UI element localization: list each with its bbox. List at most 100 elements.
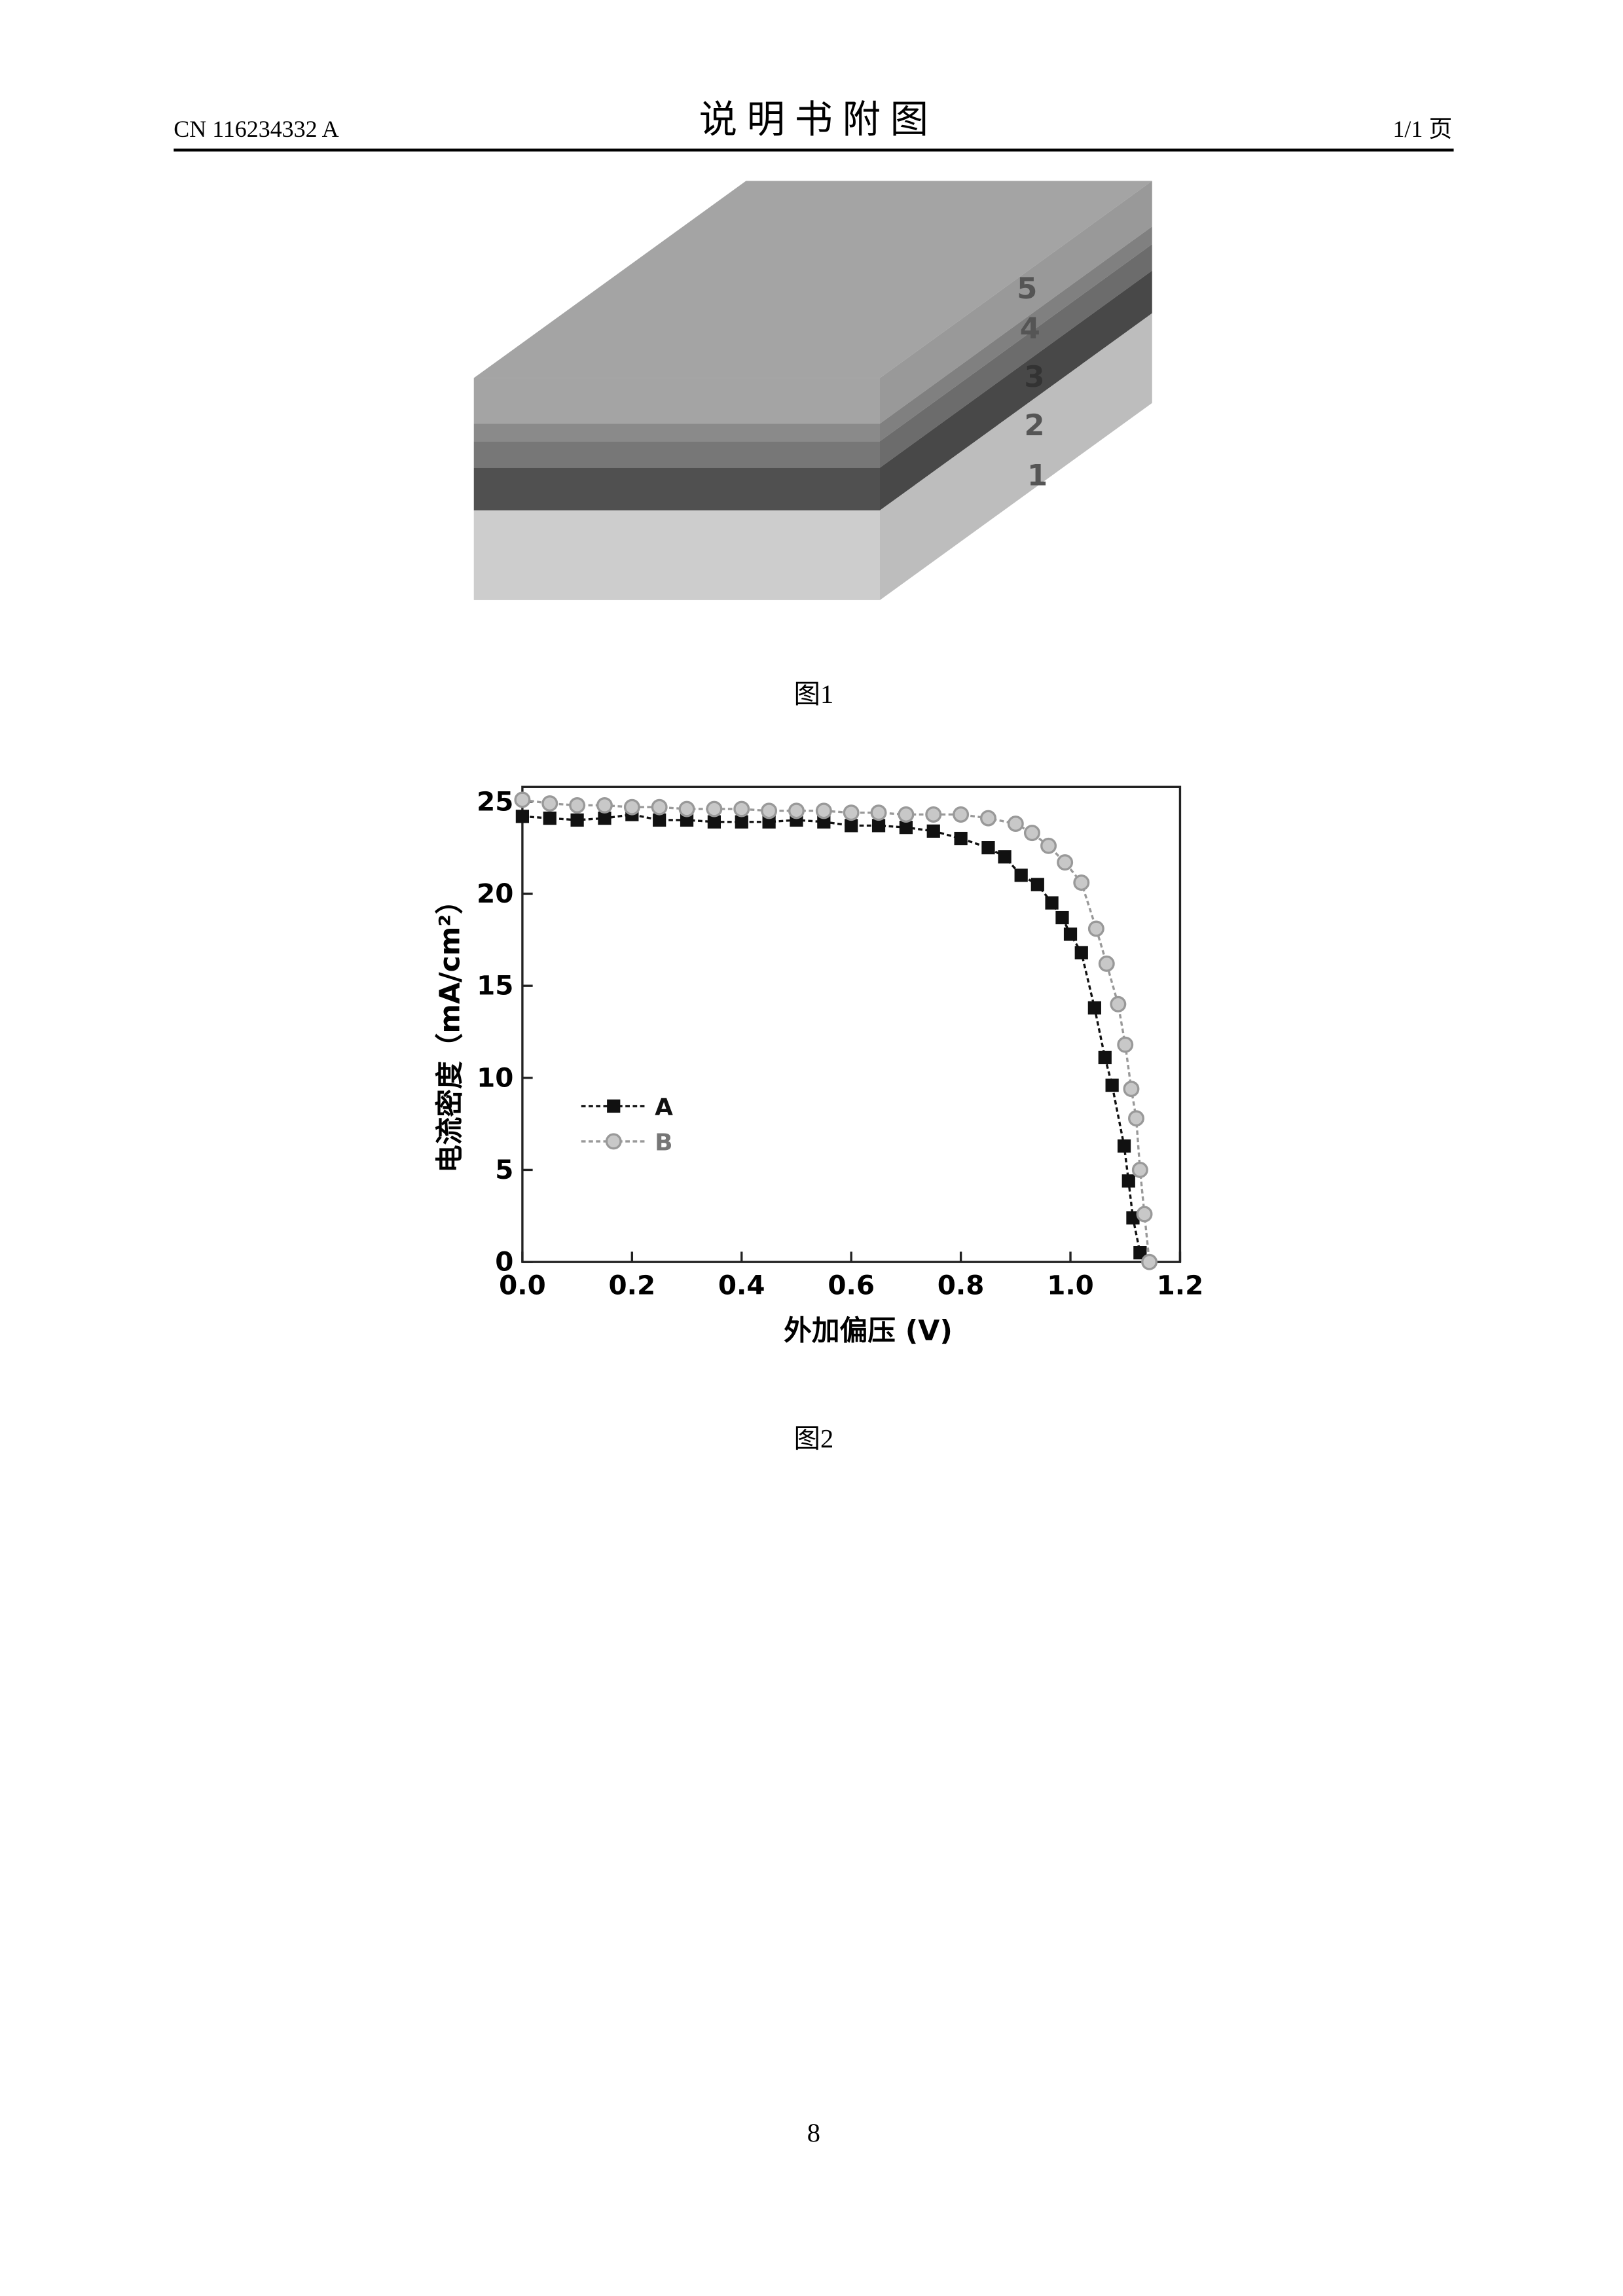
data-point xyxy=(1133,1246,1147,1260)
y-axis-title: 电流密度（mA/cm²） xyxy=(433,886,466,1173)
y-tick-label: 20 xyxy=(477,878,513,909)
legend-marker xyxy=(607,1099,621,1113)
data-point xyxy=(871,819,886,833)
data-point xyxy=(1141,1253,1158,1270)
x-tick-label: 1.0 xyxy=(1047,1270,1094,1301)
data-point xyxy=(1014,869,1028,882)
data-point xyxy=(733,800,750,817)
layer-diagram: 5 4 3 2 1 xyxy=(473,181,1152,600)
top-face xyxy=(473,181,1152,378)
data-point xyxy=(1098,955,1115,972)
data-point xyxy=(979,810,996,827)
x-tick-label: 1.2 xyxy=(1157,1270,1204,1301)
data-point xyxy=(1045,896,1059,910)
data-point xyxy=(953,806,970,823)
page-number: 8 xyxy=(807,2118,820,2147)
data-point xyxy=(1063,927,1078,941)
data-point xyxy=(678,800,695,817)
x-tick-label: 0.4 xyxy=(718,1270,765,1301)
y-tick-label: 25 xyxy=(477,785,513,817)
layer-1 xyxy=(473,510,880,600)
data-point xyxy=(1057,854,1074,871)
data-point xyxy=(1117,1139,1131,1153)
data-point xyxy=(1110,996,1127,1013)
y-tick-label: 5 xyxy=(495,1154,513,1185)
data-point xyxy=(735,815,748,829)
data-point xyxy=(898,806,915,823)
y-tick-label: 15 xyxy=(477,970,513,1001)
data-point xyxy=(706,800,723,817)
data-point xyxy=(680,813,694,827)
data-point xyxy=(514,791,531,808)
data-point xyxy=(541,795,558,812)
data-point xyxy=(845,819,858,833)
layer-1-side xyxy=(879,313,1152,600)
data-point xyxy=(1074,946,1088,960)
data-point xyxy=(1073,874,1090,891)
data-point xyxy=(515,810,530,823)
x-tick-label: 0.6 xyxy=(828,1270,875,1301)
data-point xyxy=(1131,1162,1148,1178)
figure-caption: 图2 xyxy=(794,1424,834,1453)
data-point xyxy=(981,841,995,855)
data-point xyxy=(1123,1081,1140,1098)
data-point xyxy=(1122,1174,1135,1188)
layer-5 xyxy=(473,378,880,424)
data-point xyxy=(1098,1050,1112,1064)
x-tick-label: 0.0 xyxy=(499,1270,546,1301)
legend-label: A xyxy=(655,1094,673,1121)
data-point xyxy=(954,831,968,846)
data-point xyxy=(1136,1206,1153,1223)
y-tick-label: 0 xyxy=(495,1246,513,1278)
patent-code: CN 116234332 A xyxy=(173,116,338,142)
layer-3 xyxy=(473,441,880,468)
layer-label: 3 xyxy=(1024,359,1044,394)
layer-2-side xyxy=(879,270,1152,511)
data-point xyxy=(870,804,887,821)
data-point xyxy=(815,802,832,819)
data-point xyxy=(998,850,1012,864)
data-point xyxy=(761,802,778,819)
data-point xyxy=(1128,1110,1144,1127)
data-point xyxy=(762,815,776,829)
layer-5-side xyxy=(879,181,1152,424)
x-tick-label: 0.8 xyxy=(938,1270,985,1301)
layer-label: 5 xyxy=(1017,271,1037,306)
figure-caption: 图1 xyxy=(794,679,834,709)
data-point xyxy=(788,802,805,819)
data-point xyxy=(1087,1001,1101,1015)
data-point xyxy=(570,813,584,827)
data-point xyxy=(1040,837,1057,854)
layer-label: 4 xyxy=(1020,311,1040,346)
page-count: 1/1 页 xyxy=(1393,116,1452,142)
data-point xyxy=(843,804,860,821)
data-point xyxy=(1126,1211,1140,1225)
data-point xyxy=(817,815,831,829)
data-point xyxy=(543,812,556,825)
data-point xyxy=(596,797,613,814)
data-point xyxy=(925,806,942,823)
data-point xyxy=(1055,910,1069,925)
data-point xyxy=(1023,825,1040,842)
layer-label: 2 xyxy=(1024,408,1044,442)
data-point xyxy=(1007,816,1024,833)
layer-2 xyxy=(473,467,880,511)
header-title: 说 明 书 附 图 xyxy=(699,98,928,141)
layer-4-side xyxy=(879,226,1152,442)
chart: 外加偏压 (V) 电流密度（mA/cm²） 0.0 0.2 0.4 0.6 0.8 1.0… xyxy=(433,785,1203,1347)
data-point xyxy=(598,812,611,825)
x-axis-title: 外加偏压 (V) xyxy=(784,1314,953,1347)
data-point xyxy=(707,815,721,829)
legend-label: B xyxy=(655,1129,672,1156)
data-point xyxy=(651,798,668,816)
data-point xyxy=(569,797,586,814)
data-point xyxy=(1030,878,1044,891)
data-point xyxy=(926,824,940,838)
data-point xyxy=(1117,1036,1134,1053)
data-point xyxy=(1105,1078,1119,1092)
layer-label: 1 xyxy=(1027,458,1048,493)
data-point xyxy=(623,798,640,816)
x-tick-label: 0.2 xyxy=(609,1270,656,1301)
